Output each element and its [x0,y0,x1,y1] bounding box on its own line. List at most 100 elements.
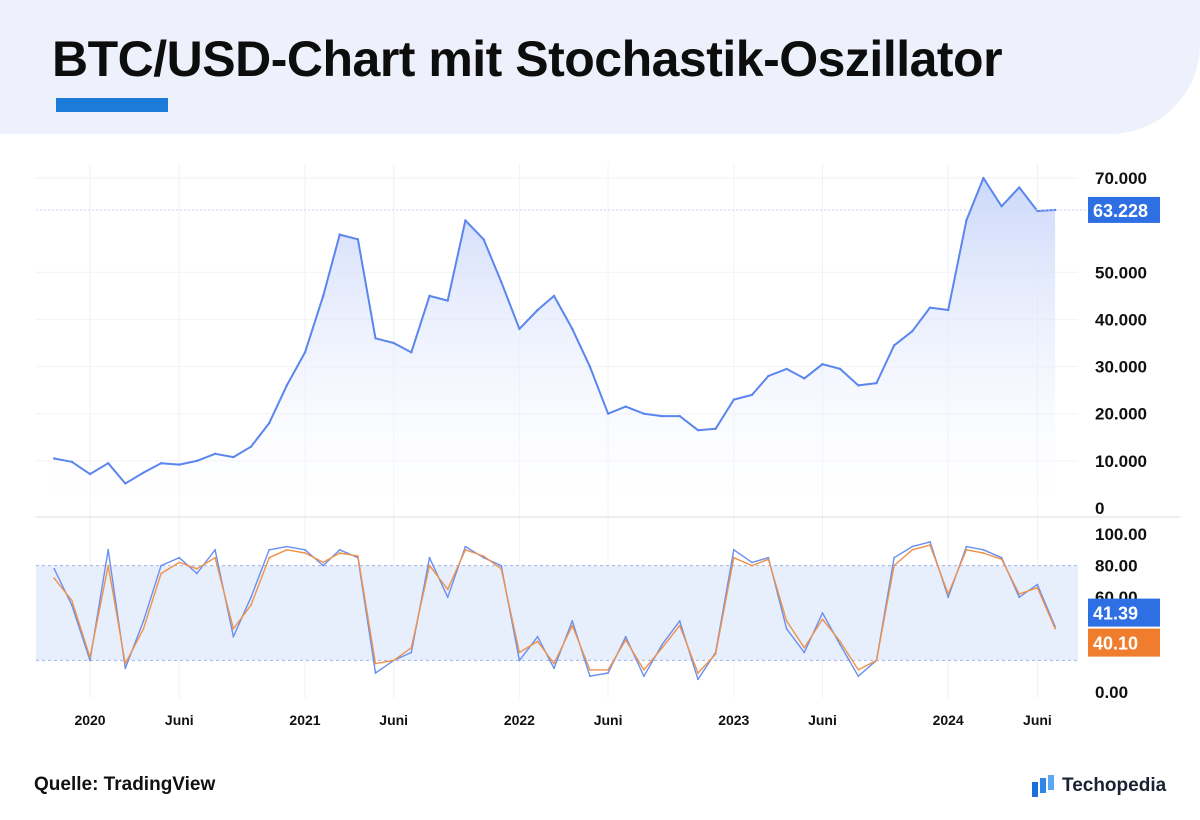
price-point [124,482,127,485]
price-point [803,377,806,380]
stoch-k-point [1018,596,1021,599]
techopedia-logo-icon [1032,775,1054,797]
price-point [606,412,610,415]
stoch-k-point [947,596,950,599]
price-point [213,452,217,455]
price-point [714,427,717,430]
stoch-d-point [588,668,591,671]
stoch-k-point [624,635,627,638]
x-axis-label: 2020 [74,712,105,728]
stoch-d-point [214,556,217,559]
price-point [1053,208,1057,212]
stoch-d-point [1036,586,1039,589]
x-axis-label: Juni [808,712,837,728]
price-point [107,462,110,465]
stoch-k-point [1000,556,1003,559]
x-axis-label: 2023 [718,712,749,728]
stoch-d-point [839,640,841,643]
stoch-k-point [374,672,377,674]
stoch-d-point [965,548,968,551]
price-point [518,327,521,331]
stoch-d-point [446,588,449,591]
stoch-d-point [947,593,950,595]
price-point [464,219,467,222]
stoch-d-point [70,599,73,602]
stoch-k-point [338,548,341,551]
stoch-d-point [751,564,753,567]
stoch-k-point [767,556,770,559]
stoch-k-point [428,556,431,559]
stoch-d-point [268,556,271,559]
stoch-d-point [285,548,288,551]
stoch-d-point [857,668,860,671]
price-point [356,238,360,241]
price-point [142,471,145,474]
stoch-k-point [803,651,806,654]
x-axis-label: Juni [594,712,623,728]
price-point [267,421,271,425]
stoch-k-point [70,604,73,606]
stoch-k-point [89,659,91,662]
price-point [536,308,539,312]
stoch-d-point [518,651,521,654]
stoch-k-point [821,612,824,614]
brand-name: Techopedia [1062,775,1167,796]
stoch-d-label: 40.10 [1093,634,1138,654]
stoch-k-point [124,667,127,670]
stoch-tick-label: 80.00 [1095,557,1138,576]
stochastic-panel [36,541,1078,681]
price-point [88,472,92,476]
price-point [70,460,74,463]
stoch-d-point [982,552,985,554]
brand: Techopedia [1030,772,1166,800]
price-point [821,363,824,366]
stoch-d-point [356,555,359,558]
stoch-d-badge [1088,628,1160,657]
stoch-k-point [536,635,539,638]
x-axis-label: 2022 [504,712,535,728]
price-point [750,393,754,397]
price-point [767,374,770,378]
stoch-d-point [536,640,539,643]
stoch-tick-label: 100.00 [1095,525,1147,544]
stoch-d-point [1018,593,1021,595]
price-point [678,414,681,418]
stoch-d-point [714,653,717,655]
stoch-d-point [160,572,163,575]
stoch-d-point [607,668,609,671]
stoch-k-point [929,541,931,543]
stoch-tick-label: 0.00 [1095,683,1128,702]
price-point [159,462,163,465]
stoch-k-point [751,561,753,564]
stoch-k-point [214,548,217,551]
price-point [392,341,395,345]
stoch-d-point [410,646,413,649]
price-tick-label: 40.000 [1095,310,1147,329]
stoch-d-point [482,555,485,558]
stoch-d-point [196,567,198,570]
source-label: Quelle: TradingView [34,774,216,795]
stoch-k-point [732,548,735,551]
stoch-d-point [338,552,341,554]
stoch-k-label: 41.39 [1093,604,1138,624]
price-tick-label: 30.000 [1095,358,1147,377]
price-point [928,306,932,309]
stoch-k-point [410,651,413,654]
stoch-k-point [232,635,235,638]
stoch-d-point [911,548,914,551]
stoch-k-point [446,596,449,599]
stoch-k-point [661,643,664,646]
stoch-k-point [196,572,198,575]
stoch-d-point [571,624,574,627]
stoch-k-point [839,643,841,646]
price-point [624,405,627,408]
price-point [195,459,199,463]
stoch-k-point [965,545,968,548]
stoch-k-point [911,545,914,548]
price-point [660,414,664,418]
stoch-k-point [464,545,467,548]
stoch-d-point [392,659,395,662]
stoch-d-point [250,604,252,606]
stoch-d-point [374,662,377,665]
stoch-k-point [178,556,181,559]
